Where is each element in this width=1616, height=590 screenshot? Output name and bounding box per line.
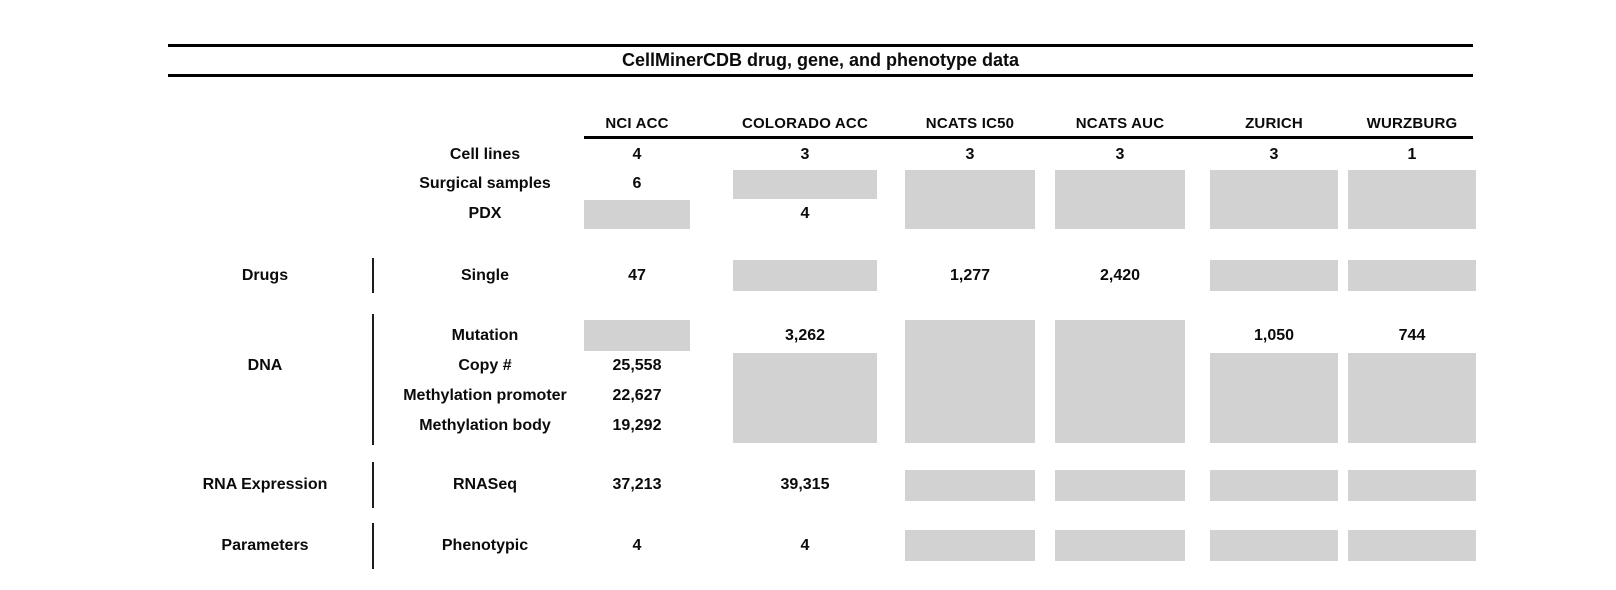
row-label-cell-lines: Cell lines [449, 146, 521, 163]
value-rnaseq-colorado-acc: 39,315 [780, 476, 830, 493]
value-copy-number-nci-acc: 25,558 [612, 357, 662, 374]
value-single-ncats-auc: 2,420 [1099, 267, 1141, 284]
missing-data-box-wurzburg-phenotypic [1348, 530, 1476, 561]
column-header-ncats-auc: NCATS AUC [1075, 115, 1165, 132]
row-label-pdx: PDX [468, 205, 502, 222]
drugs-group-divider [372, 258, 374, 293]
missing-data-box-wurzburg-rnaseq [1348, 470, 1476, 501]
group-label-rna-expression: RNA Expression [202, 476, 328, 493]
missing-data-box-zurich-samples [1210, 170, 1338, 229]
value-cell-lines-ncats-ic50: 3 [965, 146, 975, 163]
missing-data-box-colorado-dna [733, 353, 877, 443]
value-single-ncats-ic50: 1,277 [949, 267, 991, 284]
missing-data-box-colorado-single [733, 260, 877, 291]
value-cell-lines-nci-acc: 4 [632, 146, 642, 163]
missing-data-box-auc-samples [1055, 170, 1185, 229]
missing-data-box-ic50-dna [905, 320, 1035, 443]
parameters-group-divider [372, 523, 374, 569]
missing-data-box-zurich-single [1210, 260, 1338, 291]
header-underline [584, 136, 1473, 139]
value-cell-lines-colorado-acc: 3 [800, 146, 810, 163]
column-header-colorado-acc: COLORADO ACC [741, 115, 868, 132]
value-mutation-colorado-acc: 3,262 [784, 327, 826, 344]
missing-data-box-ic50-samples [905, 170, 1035, 229]
missing-data-box-nci-mutation [584, 320, 690, 351]
title-top-rule [168, 44, 1473, 47]
value-mutation-wurzburg: 744 [1398, 327, 1426, 344]
missing-data-box-wurzburg-dna [1348, 353, 1476, 443]
value-surgical-samples-nci-acc: 6 [632, 175, 642, 192]
row-label-methylation-promoter: Methylation promoter [403, 387, 567, 404]
missing-data-box-auc-dna [1055, 320, 1185, 443]
missing-data-box-zurich-phenotypic [1210, 530, 1338, 561]
missing-data-box-nci-pdx [584, 200, 690, 229]
row-label-phenotypic: Phenotypic [441, 537, 529, 554]
missing-data-box-wurzburg-single [1348, 260, 1476, 291]
group-label-parameters: Parameters [221, 537, 309, 554]
value-mutation-zurich: 1,050 [1253, 327, 1295, 344]
rna-group-divider [372, 462, 374, 508]
value-cell-lines-zurich: 3 [1269, 146, 1279, 163]
missing-data-box-wurzburg-samples [1348, 170, 1476, 229]
value-phenotypic-colorado-acc: 4 [800, 537, 810, 554]
column-header-nci-acc: NCI ACC [605, 115, 669, 132]
row-label-rnaseq: RNASeq [452, 476, 517, 493]
value-pdx-colorado-acc: 4 [800, 205, 810, 222]
dna-group-divider [372, 314, 374, 445]
row-label-surgical-samples: Surgical samples [419, 175, 551, 192]
value-methylation-promoter-nci-acc: 22,627 [612, 387, 662, 404]
missing-data-box-ic50-rnaseq [905, 470, 1035, 501]
value-phenotypic-nci-acc: 4 [632, 537, 642, 554]
row-label-single: Single [460, 267, 509, 284]
value-rnaseq-nci-acc: 37,213 [612, 476, 662, 493]
row-label-copy-number: Copy # [458, 357, 512, 374]
column-header-zurich: ZURICH [1245, 115, 1303, 132]
row-label-mutation: Mutation [451, 327, 519, 344]
column-header-ncats-ic50: NCATS IC50 [925, 115, 1015, 132]
title-bottom-rule [168, 74, 1473, 77]
value-cell-lines-ncats-auc: 3 [1115, 146, 1125, 163]
missing-data-box-zurich-rnaseq [1210, 470, 1338, 501]
table-title: CellMinerCDB drug, gene, and phenotype d… [621, 50, 1020, 70]
value-single-nci-acc: 47 [628, 267, 646, 284]
group-label-dna: DNA [247, 357, 283, 374]
group-label-drugs: Drugs [241, 267, 289, 284]
row-label-methylation-body: Methylation body [419, 417, 551, 434]
missing-data-box-auc-phenotypic [1055, 530, 1185, 561]
missing-data-box-auc-rnaseq [1055, 470, 1185, 501]
column-header-wurzburg: WURZBURG [1366, 115, 1458, 132]
value-cell-lines-wurzburg: 1 [1407, 146, 1417, 163]
missing-data-box-colorado-surgical [733, 170, 877, 199]
value-methylation-body-nci-acc: 19,292 [612, 417, 662, 434]
missing-data-box-zurich-dna [1210, 353, 1338, 443]
missing-data-box-ic50-phenotypic [905, 530, 1035, 561]
